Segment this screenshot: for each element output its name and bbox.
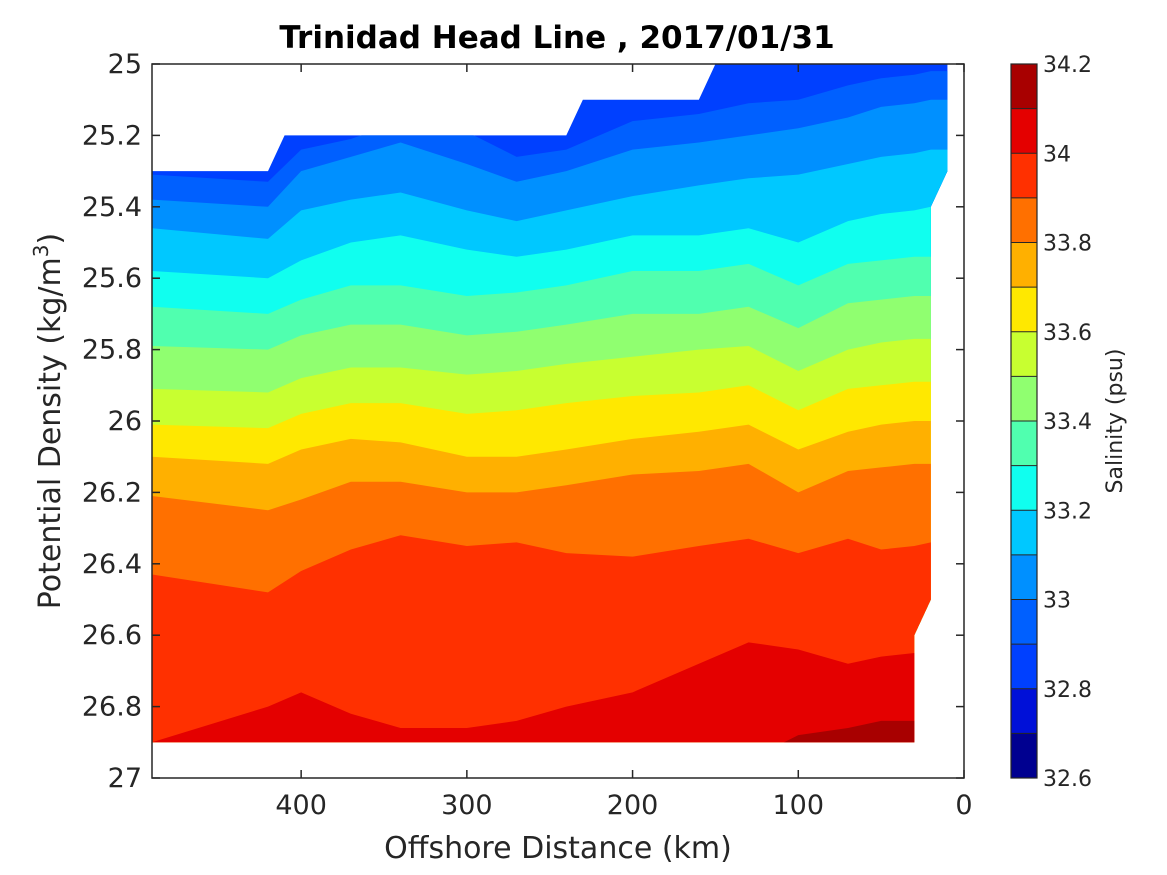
colorbar-tick-label: 34 xyxy=(1043,142,1071,167)
y-axis-title: Potential Density (kg/m3) xyxy=(29,233,68,609)
y-tick-label: 26.2 xyxy=(82,477,142,508)
y-axis: 25 25.2 25.4 25.6 25.8 26 26.2 26.4 26.6 26.8 27 xyxy=(82,49,964,794)
colorbar-axis: 32.6 32.8 33 33.2 33.4 33.6 33.8 34 34.2 xyxy=(1043,53,1092,792)
salinity-contour-fill xyxy=(152,64,948,743)
colorbar-swatch xyxy=(1011,242,1037,288)
x-tick-label: 400 xyxy=(275,790,327,821)
contour-band xyxy=(152,642,948,743)
colorbar-tick-label: 33.6 xyxy=(1043,321,1092,346)
colorbar-frame xyxy=(1010,63,1038,779)
colorbar-swatch xyxy=(1011,644,1037,689)
x-tick-label: 0 xyxy=(955,790,972,821)
colorbar-tick-label: 33.8 xyxy=(1043,232,1092,257)
colorbar-swatch xyxy=(1011,733,1037,778)
y-tick-label: 26.6 xyxy=(82,620,142,651)
x-tick-label: 200 xyxy=(607,790,659,821)
colorbar-swatch xyxy=(1011,153,1037,198)
colorbar-swatch xyxy=(1011,465,1037,511)
colorbar-swatch xyxy=(1011,108,1037,154)
colorbar-swatch xyxy=(1011,421,1037,466)
x-axis: 400 300 200 100 0 xyxy=(275,64,973,821)
y-axis-title-main: Potential Density (kg/m xyxy=(33,257,68,609)
colorbar-swatch xyxy=(1011,197,1037,243)
x-tick-label: 300 xyxy=(441,790,493,821)
colorbar-tick-label: 32.6 xyxy=(1043,767,1092,792)
y-tick-label: 26 xyxy=(108,406,142,437)
colorbar-tick-label: 32.8 xyxy=(1043,678,1092,703)
y-tick-label: 25.8 xyxy=(82,335,142,366)
colorbar-tick-label: 33.2 xyxy=(1043,499,1092,524)
x-tick-label: 100 xyxy=(773,790,825,821)
colorbar-tick-label: 33 xyxy=(1043,589,1071,614)
x-axis-title: Offshore Distance (km) xyxy=(384,831,732,866)
y-axis-title-end: ) xyxy=(33,233,68,245)
colorbar-tick-label: 33.4 xyxy=(1043,410,1092,435)
colorbar-swatch xyxy=(1011,688,1037,734)
colorbar-tick-label: 34.2 xyxy=(1043,53,1092,78)
y-tick-label: 27 xyxy=(108,763,142,794)
colorbar-swatch xyxy=(1011,554,1037,600)
y-tick-label: 25.6 xyxy=(82,263,142,294)
colorbar-title: Salinity (psu) xyxy=(1103,349,1128,494)
y-tick-label: 25 xyxy=(108,49,142,80)
colorbar-swatch xyxy=(1011,64,1037,109)
chart-title: Trinidad Head Line , 2017/01/31 xyxy=(279,20,834,56)
colorbar-swatch xyxy=(1011,376,1037,421)
y-tick-label: 25.2 xyxy=(82,120,142,151)
y-tick-label: 25.4 xyxy=(82,192,142,223)
colorbar-swatch xyxy=(1011,510,1037,555)
colorbar-swatch xyxy=(1011,599,1037,645)
colorbar-swatch xyxy=(1011,331,1037,377)
y-tick-label: 26.8 xyxy=(82,692,142,723)
colorbar-swatch xyxy=(1011,287,1037,332)
y-tick-label: 26.4 xyxy=(82,549,142,580)
colorbar xyxy=(1010,63,1038,779)
y-axis-title-superscript: 3 xyxy=(29,244,53,257)
